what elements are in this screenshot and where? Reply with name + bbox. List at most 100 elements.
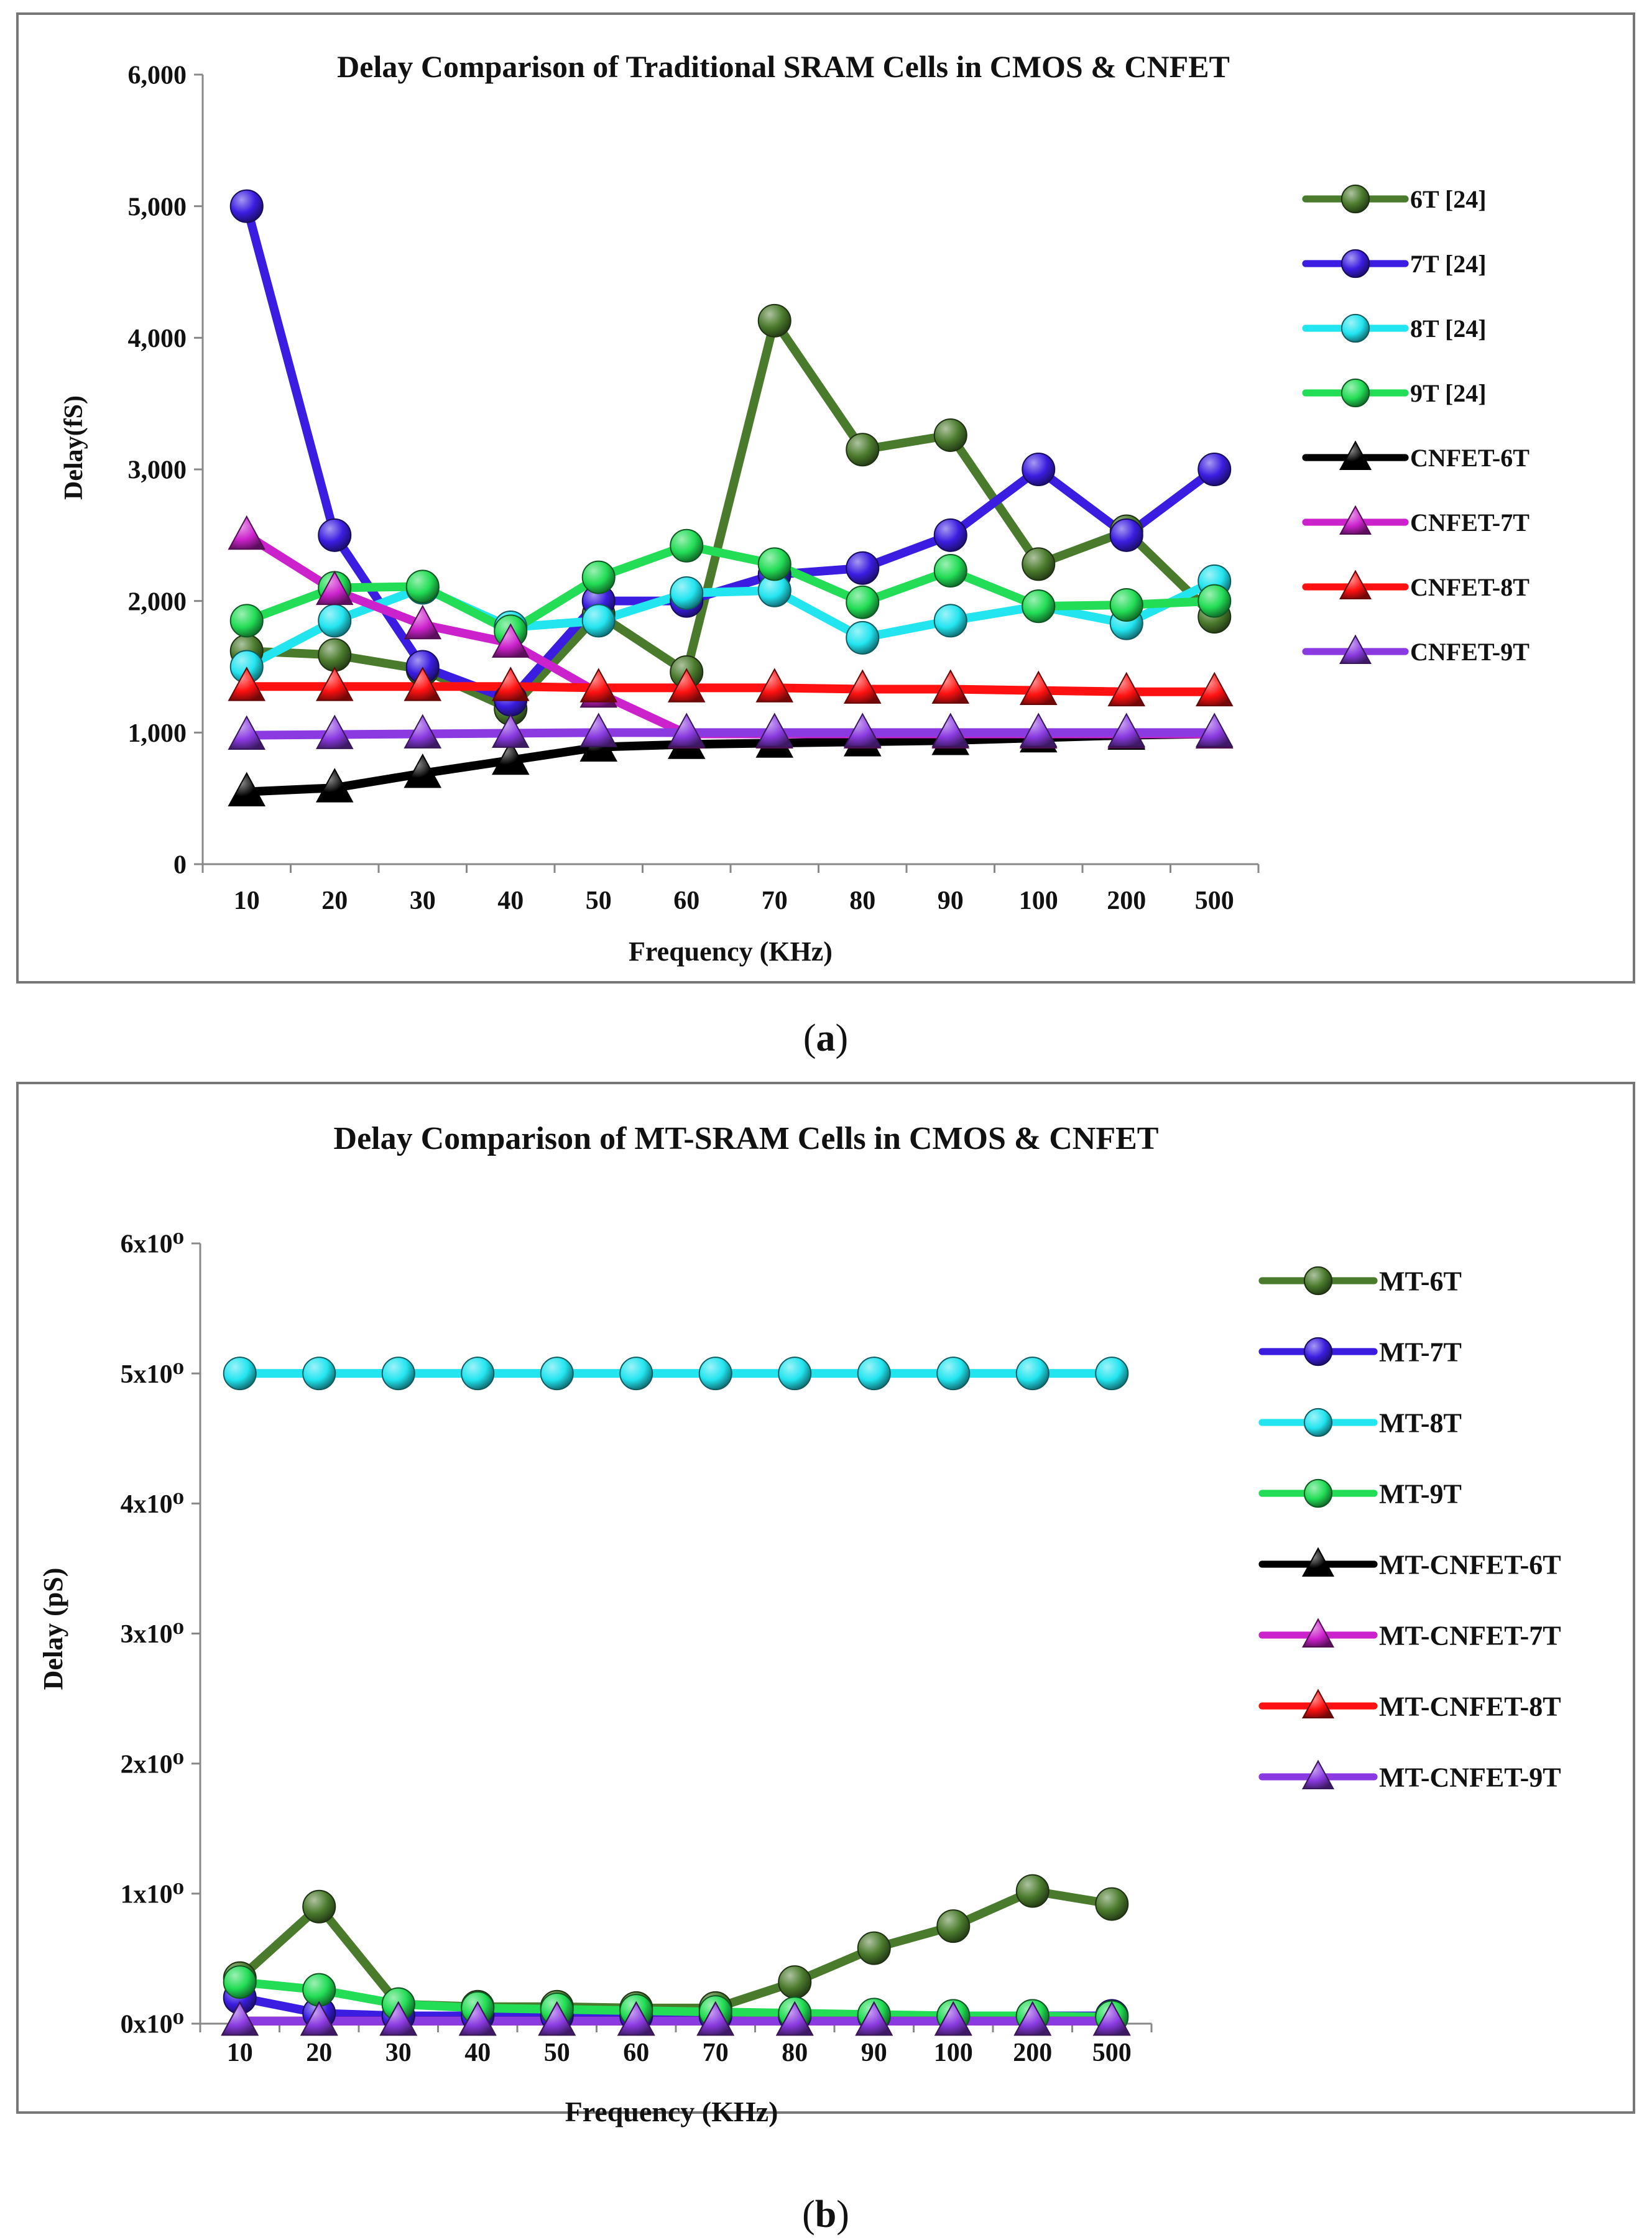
data-point (405, 569, 440, 604)
data-point (778, 1357, 812, 1391)
x-tick-label: 20 (306, 2039, 332, 2067)
data-point (755, 668, 794, 703)
data-point (670, 576, 704, 610)
data-point (617, 2001, 655, 2036)
data-point (1092, 2001, 1131, 2036)
legend-item: MT-6T (1258, 1266, 1462, 1296)
legend-label: MT-CNFET-6T (1379, 1549, 1561, 1580)
y-tick-label: 1x10⁰ (121, 1881, 184, 1909)
markers-mt-8t (223, 1357, 1129, 1391)
data-point (931, 669, 970, 704)
data-point (315, 714, 354, 749)
legend-marker (1303, 1337, 1333, 1367)
legend-label: MT-CNFET-7T (1379, 1620, 1561, 1651)
y-tick-label: 6x10⁰ (121, 1230, 184, 1259)
legend-marker (1302, 1547, 1334, 1577)
data-point (775, 2001, 814, 2036)
chart-b-xlabel: Frequency (KHz) (565, 2096, 778, 2127)
data-point (698, 1357, 732, 1391)
data-point (221, 2001, 259, 2036)
data-point (1015, 1357, 1050, 1391)
x-tick-label: 200 (1107, 887, 1146, 915)
legend-marker (1302, 1618, 1334, 1648)
data-point (404, 604, 442, 640)
data-point (491, 666, 530, 701)
legend-marker (1302, 1689, 1334, 1719)
panel-b-caption: (b) (802, 2193, 849, 2236)
legend-label: MT-6T (1379, 1266, 1462, 1296)
data-point (404, 714, 442, 749)
data-point (670, 528, 704, 563)
data-point (1015, 1874, 1050, 1908)
legend-label: CNFET-6T (1410, 444, 1530, 472)
legend-label: MT-9T (1379, 1478, 1462, 1509)
x-tick-label: 10 (227, 2039, 253, 2067)
legend-item: 6T [24] (1302, 184, 1487, 214)
data-point (936, 1357, 971, 1391)
data-point (846, 585, 880, 619)
legend-label: 9T [24] (1410, 379, 1487, 407)
data-point (843, 712, 882, 747)
data-point (1109, 588, 1143, 622)
data-point (302, 1889, 336, 1924)
legend-label: 7T [24] (1410, 250, 1487, 278)
data-point (1019, 712, 1058, 747)
data-point (1022, 547, 1056, 581)
legend-marker (1341, 184, 1370, 214)
panel-a-caption: (a) (803, 1017, 848, 1059)
data-point (300, 2001, 338, 2036)
legend-item: CNFET-9T (1302, 634, 1530, 666)
legend-marker (1341, 249, 1370, 279)
legend-item: MT-9T (1258, 1478, 1462, 1509)
chart-b-ylabel: Delay (pS) (38, 1568, 68, 1690)
legend-item: MT-CNFET-9T (1258, 1759, 1561, 1792)
y-tick-label: 0x10⁰ (121, 2011, 184, 2039)
data-point (1195, 671, 1234, 707)
data-point (318, 604, 352, 638)
data-point (933, 553, 967, 588)
data-point (855, 2001, 893, 2036)
chart-a-ylabel: Delay(fS) (60, 395, 88, 500)
data-point (846, 551, 880, 585)
legend-item: 7T [24] (1302, 249, 1487, 279)
chart-a-xlabel: Frequency (KHz) (629, 936, 833, 967)
x-tick-label: 80 (849, 887, 875, 915)
x-tick-label: 80 (782, 2039, 808, 2067)
data-point (491, 623, 530, 658)
data-point (404, 753, 442, 788)
x-tick-label: 500 (1092, 2039, 1132, 2067)
legend-label: MT-CNFET-9T (1379, 1762, 1561, 1792)
data-point (302, 1973, 336, 2007)
data-point (696, 2001, 735, 2036)
markers-mt-cnfet-9t (221, 2001, 1131, 2036)
x-tick-label: 30 (410, 887, 436, 915)
legend-marker (1339, 634, 1372, 665)
data-point (228, 666, 266, 701)
data-point (315, 570, 354, 606)
data-point (228, 715, 266, 750)
data-point (228, 772, 266, 807)
data-point (755, 712, 794, 747)
x-tick-label: 100 (1019, 887, 1058, 915)
x-tick-label: 50 (544, 2039, 570, 2067)
legend-marker (1339, 569, 1372, 600)
x-tick-label: 50 (586, 887, 612, 915)
data-point (857, 1357, 891, 1391)
data-point (857, 1931, 891, 1965)
data-point (581, 560, 616, 594)
x-tick-label: 500 (1195, 887, 1234, 915)
legend-item: MT-CNFET-8T (1258, 1689, 1561, 1721)
chart-b-plot: 0x10⁰ 1x10⁰ 2x10⁰ 3x10⁰ 4x10⁰ 5x10⁰ 6x10⁰ 10 20 3… (121, 1230, 1153, 2067)
legend-item: MT-7T (1258, 1337, 1462, 1367)
data-point (934, 2001, 972, 2036)
data-point (1107, 712, 1146, 747)
x-tick-label: 60 (673, 887, 699, 915)
legend-marker (1303, 1266, 1333, 1296)
data-point (315, 666, 354, 701)
data-point (936, 1909, 971, 1943)
series-cnfet-9t (242, 728, 1219, 740)
data-point (491, 713, 530, 748)
data-point (933, 518, 967, 552)
data-point (491, 740, 530, 775)
